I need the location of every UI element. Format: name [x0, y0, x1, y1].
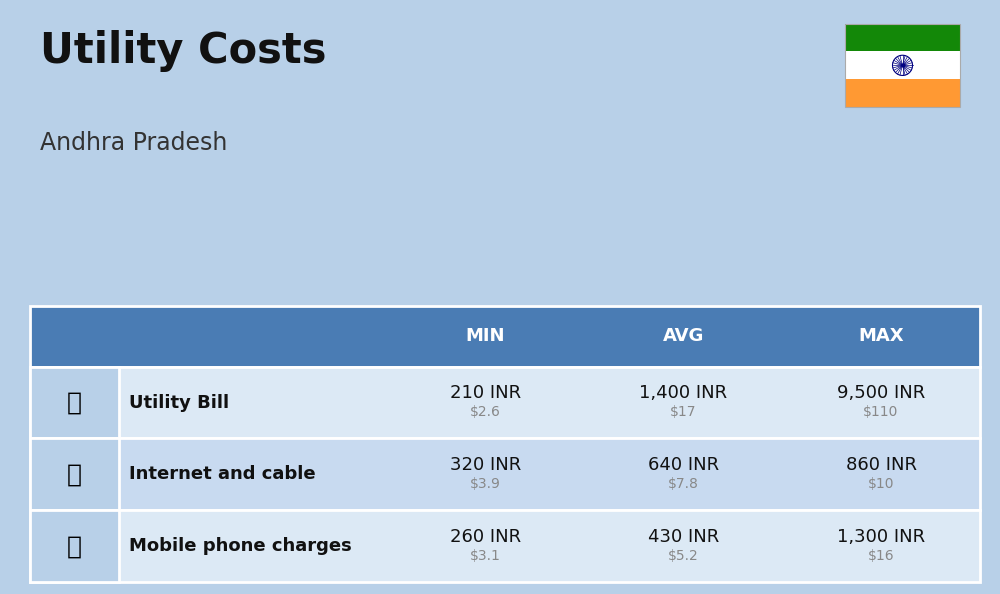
Text: 430 INR: 430 INR	[648, 528, 719, 546]
Text: $17: $17	[670, 405, 696, 419]
Text: $3.1: $3.1	[470, 548, 501, 563]
Text: 1,400 INR: 1,400 INR	[639, 384, 727, 402]
Text: $5.2: $5.2	[668, 548, 698, 563]
Text: 📱: 📱	[67, 534, 82, 558]
Bar	[30, 366, 980, 438]
Text: 640 INR: 640 INR	[648, 456, 719, 474]
Bar	[30, 438, 119, 510]
Bar	[845, 52, 960, 79]
Text: 260 INR: 260 INR	[450, 528, 521, 546]
Text: AVG: AVG	[662, 327, 704, 345]
Text: $7.8: $7.8	[668, 477, 699, 491]
Text: 9,500 INR: 9,500 INR	[837, 384, 925, 402]
Text: 1,300 INR: 1,300 INR	[837, 528, 925, 546]
Text: Utility Costs: Utility Costs	[40, 30, 326, 72]
Text: MIN: MIN	[465, 327, 505, 345]
Bar	[30, 438, 980, 510]
Text: $3.9: $3.9	[470, 477, 501, 491]
Bar	[845, 24, 960, 107]
Text: 🔌: 🔌	[67, 391, 82, 415]
Text: Utility Bill: Utility Bill	[129, 394, 229, 412]
Bar	[30, 510, 119, 582]
Bar	[845, 79, 960, 107]
Bar	[30, 510, 980, 582]
Text: 📶: 📶	[67, 462, 82, 486]
Text: Mobile phone charges: Mobile phone charges	[129, 537, 352, 555]
Text: $110: $110	[863, 405, 899, 419]
Text: $2.6: $2.6	[470, 405, 501, 419]
Bar	[30, 306, 980, 366]
Text: $16: $16	[868, 548, 894, 563]
Text: Internet and cable: Internet and cable	[129, 465, 316, 484]
Text: 320 INR: 320 INR	[450, 456, 521, 474]
Text: 210 INR: 210 INR	[450, 384, 521, 402]
Text: $10: $10	[868, 477, 894, 491]
Bar	[845, 24, 960, 52]
Text: MAX: MAX	[858, 327, 904, 345]
Bar	[30, 366, 119, 438]
Text: Andhra Pradesh: Andhra Pradesh	[40, 131, 227, 154]
Text: 860 INR: 860 INR	[846, 456, 917, 474]
